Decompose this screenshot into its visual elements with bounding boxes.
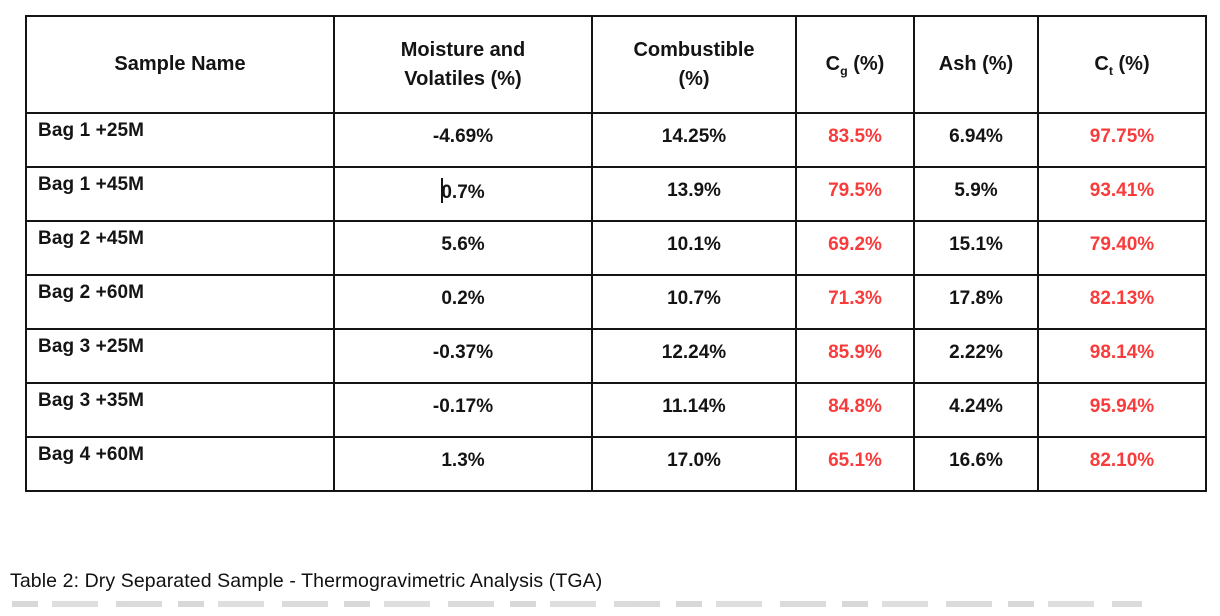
tga-results-table: Sample Name Moisture and Volatiles (%) C… bbox=[25, 15, 1207, 492]
cell-moisture: -0.17% bbox=[333, 382, 593, 438]
cell-moisture: 5.6% bbox=[333, 220, 593, 276]
cell-sample: Bag 3 +25M bbox=[25, 328, 335, 384]
cell-ash: 2.22% bbox=[913, 328, 1039, 384]
table-row: Bag 4 +60M 1.3% 17.0% 65.1% 16.6% 82.10% bbox=[25, 436, 1207, 492]
cell-sample: Bag 3 +35M bbox=[25, 382, 335, 438]
table-row: Bag 3 +25M -0.37% 12.24% 85.9% 2.22% 98.… bbox=[25, 328, 1207, 384]
cell-sample: Bag 4 +60M bbox=[25, 436, 335, 492]
cell-ash: 15.1% bbox=[913, 220, 1039, 276]
cell-cg: 85.9% bbox=[795, 328, 915, 384]
table-row: Bag 1 +45M 0.7% 13.9% 79.5% 5.9% 93.41% bbox=[25, 166, 1207, 222]
cell-moisture: 1.3% bbox=[333, 436, 593, 492]
cell-ct: 97.75% bbox=[1037, 112, 1207, 168]
cell-cg: 71.3% bbox=[795, 274, 915, 330]
cell-moisture: -4.69% bbox=[333, 112, 593, 168]
cell-ct: 93.41% bbox=[1037, 166, 1207, 222]
table-row: Bag 2 +45M 5.6% 10.1% 69.2% 15.1% 79.40% bbox=[25, 220, 1207, 276]
cell-cg: 65.1% bbox=[795, 436, 915, 492]
cell-ct: 82.10% bbox=[1037, 436, 1207, 492]
cell-sample: Bag 1 +25M bbox=[25, 112, 335, 168]
cell-ash: 16.6% bbox=[913, 436, 1039, 492]
cell-ct: 98.14% bbox=[1037, 328, 1207, 384]
cell-combustible: 12.24% bbox=[591, 328, 797, 384]
header-combustible: Combustible (%) bbox=[591, 15, 797, 114]
header-ct: Ct (%) bbox=[1037, 15, 1207, 114]
cell-combustible: 10.1% bbox=[591, 220, 797, 276]
cell-ash: 4.24% bbox=[913, 382, 1039, 438]
table-caption: Table 2: Dry Separated Sample - Thermogr… bbox=[10, 570, 603, 592]
header-cg: Cg (%) bbox=[795, 15, 915, 114]
cell-cg: 69.2% bbox=[795, 220, 915, 276]
cell-moisture: 0.2% bbox=[333, 274, 593, 330]
table-row: Bag 1 +25M -4.69% 14.25% 83.5% 6.94% 97.… bbox=[25, 112, 1207, 168]
cell-cg: 83.5% bbox=[795, 112, 915, 168]
table-row: Bag 2 +60M 0.2% 10.7% 71.3% 17.8% 82.13% bbox=[25, 274, 1207, 330]
header-moisture-volatiles: Moisture and Volatiles (%) bbox=[333, 15, 593, 114]
text-cursor bbox=[441, 177, 444, 203]
cell-moisture-editing[interactable]: 0.7% bbox=[333, 166, 593, 222]
cell-ct: 79.40% bbox=[1037, 220, 1207, 276]
cell-cg: 79.5% bbox=[795, 166, 915, 222]
cell-moisture: -0.37% bbox=[333, 328, 593, 384]
cell-combustible: 10.7% bbox=[591, 274, 797, 330]
header-ash: Ash (%) bbox=[913, 15, 1039, 114]
cell-combustible: 11.14% bbox=[591, 382, 797, 438]
cell-ash: 5.9% bbox=[913, 166, 1039, 222]
cell-sample: Bag 2 +60M bbox=[25, 274, 335, 330]
cell-cg: 84.8% bbox=[795, 382, 915, 438]
table-row: Bag 3 +35M -0.17% 11.14% 84.8% 4.24% 95.… bbox=[25, 382, 1207, 438]
cell-sample: Bag 1 +45M bbox=[25, 166, 335, 222]
header-sample-name: Sample Name bbox=[25, 15, 335, 114]
cell-combustible: 17.0% bbox=[591, 436, 797, 492]
cell-sample: Bag 2 +45M bbox=[25, 220, 335, 276]
clipped-next-line-artifact bbox=[12, 601, 1142, 607]
cell-ct: 82.13% bbox=[1037, 274, 1207, 330]
table-header-row: Sample Name Moisture and Volatiles (%) C… bbox=[25, 15, 1207, 114]
cell-combustible: 13.9% bbox=[591, 166, 797, 222]
cell-combustible: 14.25% bbox=[591, 112, 797, 168]
cell-ash: 6.94% bbox=[913, 112, 1039, 168]
cell-ash: 17.8% bbox=[913, 274, 1039, 330]
cell-ct: 95.94% bbox=[1037, 382, 1207, 438]
